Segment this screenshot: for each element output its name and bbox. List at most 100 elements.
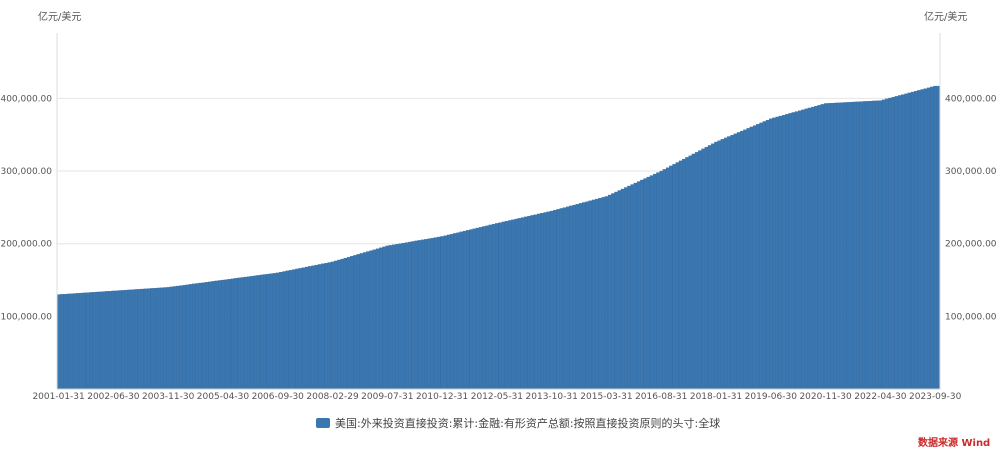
bar [556, 209, 560, 390]
bar [926, 87, 931, 390]
bar [665, 167, 670, 390]
x-tick-label: 2018-01-31 [690, 392, 742, 402]
bar [746, 128, 750, 390]
bar [450, 233, 454, 390]
bar [707, 145, 712, 390]
x-tick-label: 2020-11-30 [799, 392, 852, 402]
bar [205, 282, 209, 390]
bar [366, 251, 370, 390]
bar [920, 89, 925, 390]
bar [517, 218, 522, 390]
bar [288, 270, 293, 390]
bar [688, 155, 692, 390]
bar [350, 256, 354, 390]
bar [859, 101, 863, 390]
x-tick-label: 2022-04-30 [854, 392, 907, 402]
bar [930, 86, 934, 390]
bar [769, 118, 773, 390]
bar [904, 93, 908, 390]
bar [150, 288, 154, 390]
bar [295, 268, 299, 390]
bar [914, 91, 918, 390]
y-tick-label-right: 100,000.00 [945, 312, 997, 322]
bar [143, 288, 148, 390]
bar [137, 289, 141, 390]
bar [433, 237, 438, 390]
bar [417, 240, 422, 390]
x-tick-label: 2009-07-31 [361, 392, 413, 402]
bar [92, 292, 96, 390]
legend[interactable]: 美国:外来投资直接投资:累计:金融:有形资产总额:按照直接投资原则的头寸:全球 [316, 416, 720, 430]
bar [72, 293, 77, 390]
bar [346, 257, 351, 390]
legend-swatch [316, 418, 330, 428]
bar [263, 274, 267, 390]
bar [272, 273, 277, 390]
bar [852, 101, 857, 390]
bar [82, 292, 87, 390]
y-tick-label-right: 300,000.00 [945, 167, 997, 177]
bar [885, 98, 889, 390]
bar [801, 109, 805, 390]
bar [643, 178, 647, 390]
bar [385, 245, 390, 390]
bar [524, 216, 528, 390]
bar [672, 164, 676, 390]
x-tick-label: 2013-10-31 [526, 392, 578, 402]
bar [124, 289, 129, 390]
bar [234, 278, 238, 390]
bar [691, 153, 696, 390]
bar [833, 102, 838, 390]
bar [79, 292, 83, 390]
bar [791, 112, 796, 390]
bar [504, 221, 509, 390]
bar [694, 152, 699, 390]
bar [392, 244, 396, 390]
bar [756, 124, 760, 390]
bar [711, 143, 715, 390]
x-tick-label: 2019-06-30 [745, 392, 798, 402]
bar [430, 237, 435, 390]
bar [888, 97, 892, 390]
bar [101, 291, 106, 390]
y-tick-label-left: 400,000.00 [0, 94, 52, 104]
bar [343, 257, 348, 390]
bar [633, 182, 638, 390]
x-tick-label: 2002-06-30 [87, 392, 140, 402]
x-tick-label: 2006-09-30 [252, 392, 305, 402]
x-tick-label: 2023-09-30 [909, 392, 962, 402]
bar [240, 277, 245, 390]
bar [875, 100, 879, 390]
bar [562, 207, 567, 390]
bar [285, 270, 290, 390]
bar [740, 130, 744, 390]
bar [459, 231, 464, 390]
y-tick-labels: 100,000.00 100,000.00 200,000.00 200,000.00… [0, 94, 996, 322]
bar [169, 286, 174, 390]
bar [585, 201, 589, 390]
bar [227, 279, 232, 390]
bar [424, 239, 428, 390]
bar [330, 261, 335, 390]
bar [733, 133, 738, 390]
bar [614, 191, 618, 390]
bar [865, 101, 870, 390]
bar [195, 283, 199, 390]
bar [404, 242, 409, 390]
y-tick-label-right: 400,000.00 [945, 94, 997, 104]
bar [479, 227, 483, 390]
bar [781, 115, 786, 390]
bar [897, 95, 902, 390]
bar [723, 137, 728, 390]
bar [401, 242, 406, 390]
bar [553, 210, 557, 390]
bar [408, 241, 412, 390]
bar [301, 267, 306, 390]
bar [189, 284, 193, 390]
bar [546, 211, 551, 390]
legend-label: 美国:外来投资直接投资:累计:金融:有形资产总额:按照直接投资原则的头寸:全球 [335, 416, 720, 430]
bar [765, 119, 770, 390]
bar [259, 274, 264, 390]
bar [388, 245, 393, 390]
